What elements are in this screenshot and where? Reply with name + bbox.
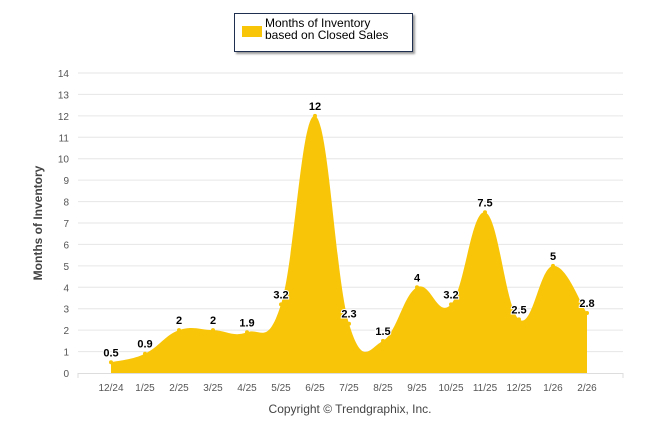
x-tick-label: 7/25 xyxy=(339,383,359,394)
data-label: 2 xyxy=(176,315,182,327)
data-point xyxy=(449,302,453,307)
data-point xyxy=(347,321,351,326)
data-point xyxy=(245,330,249,335)
data-label: 2 xyxy=(210,315,216,327)
data-label: 12 xyxy=(309,101,321,113)
data-point xyxy=(109,360,113,365)
x-tick-label: 9/25 xyxy=(407,383,427,394)
data-label: 2.5 xyxy=(511,304,526,316)
data-label: 1.9 xyxy=(239,317,254,329)
x-tick-label: 4/25 xyxy=(237,383,257,394)
y-tick-label: 9 xyxy=(63,176,69,187)
data-point xyxy=(313,113,317,118)
legend-label: Months of Inventory based on Closed Sale… xyxy=(265,16,389,42)
data-point xyxy=(279,302,283,307)
x-tick-label: 10/25 xyxy=(438,383,463,394)
y-tick-label: 6 xyxy=(63,240,69,251)
x-tick-label: 12/25 xyxy=(506,383,531,394)
x-tick-label: 11/25 xyxy=(473,383,498,394)
y-tick-label: 4 xyxy=(63,283,69,294)
data-label: 2.8 xyxy=(579,298,594,310)
data-point xyxy=(517,317,521,322)
y-tick-label: 1 xyxy=(63,348,69,359)
y-tick-label: 7 xyxy=(63,219,69,230)
y-tick-label: 14 xyxy=(58,69,70,80)
data-label: 3.2 xyxy=(443,289,458,301)
x-tick-label: 3/25 xyxy=(203,383,223,394)
x-tick-label: 2/26 xyxy=(577,383,597,394)
data-point xyxy=(415,285,419,290)
data-label: 2.3 xyxy=(341,309,356,321)
y-tick-label: 2 xyxy=(63,326,69,337)
area-series xyxy=(111,115,587,373)
y-tick-label: 5 xyxy=(63,262,69,273)
y-axis-title: Months of Inventory xyxy=(31,165,45,280)
x-tick-label: 12/24 xyxy=(98,383,123,394)
data-label: 7.5 xyxy=(477,197,492,209)
x-tick-label: 1/25 xyxy=(135,383,155,394)
legend[interactable]: Months of Inventory based on Closed Sale… xyxy=(234,13,413,52)
data-label: 1.5 xyxy=(375,326,390,338)
data-point xyxy=(177,328,181,333)
y-tick-label: 3 xyxy=(63,305,69,316)
y-tick-label: 13 xyxy=(58,90,70,101)
y-tick-label: 10 xyxy=(58,155,70,166)
data-label: 3.2 xyxy=(273,289,288,301)
x-tick-label: 2/25 xyxy=(169,383,189,394)
data-label: 5 xyxy=(550,251,556,263)
data-label: 4 xyxy=(414,272,421,284)
x-tick-label: 8/25 xyxy=(373,383,393,394)
data-point xyxy=(143,351,147,356)
x-tick-label: 6/25 xyxy=(305,383,325,394)
data-point xyxy=(211,328,215,333)
x-tick-label: 1/26 xyxy=(543,383,563,394)
data-point xyxy=(483,210,487,215)
y-tick-label: 0 xyxy=(63,369,69,380)
y-tick-label: 11 xyxy=(59,133,70,144)
data-label: 0.5 xyxy=(103,347,118,359)
data-label: 0.9 xyxy=(137,339,152,351)
data-point xyxy=(585,311,589,315)
y-tick-label: 12 xyxy=(58,112,70,123)
y-tick-label: 8 xyxy=(63,198,69,209)
legend-swatch xyxy=(242,26,262,37)
copyright-footer: Copyright © Trendgraphix, Inc. xyxy=(269,402,432,416)
data-point xyxy=(551,263,555,268)
x-tick-label: 5/25 xyxy=(271,383,291,394)
data-point xyxy=(381,338,385,343)
